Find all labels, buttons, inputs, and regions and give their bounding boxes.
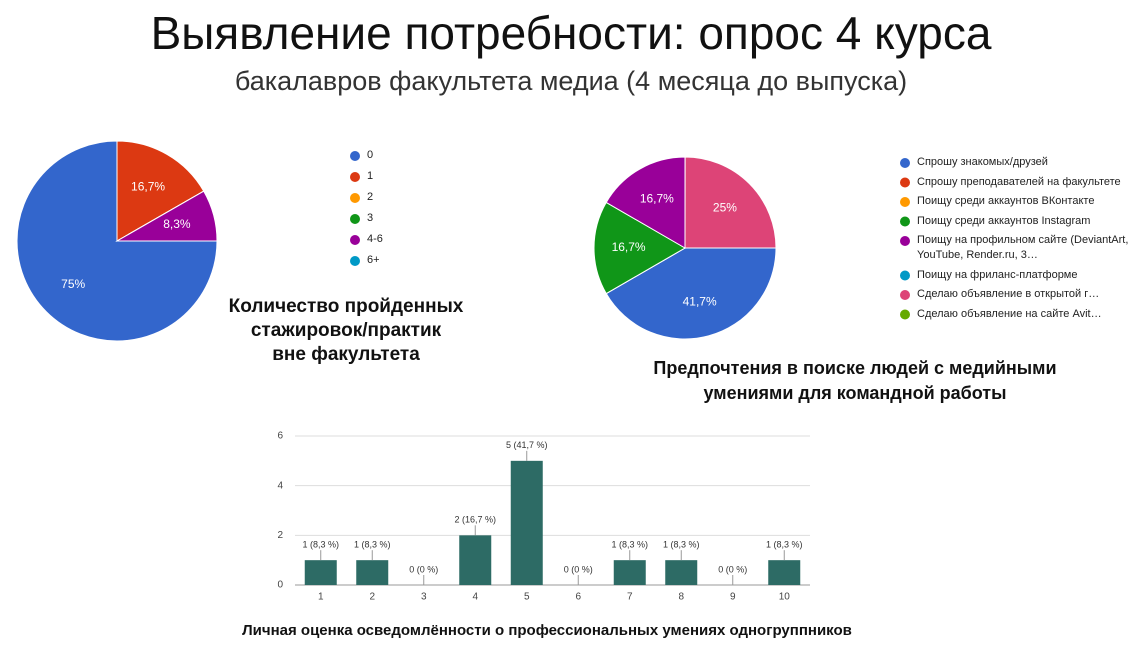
slice-label: 16,7% xyxy=(640,191,674,205)
legend-marker xyxy=(350,151,360,161)
value-label: 0 (0 %) xyxy=(564,564,593,574)
slice-label: 25% xyxy=(713,200,737,214)
pie-slice xyxy=(593,201,686,295)
legend-label: Поищу среди аккаунтов ВКонтакте xyxy=(917,195,1095,207)
legend-label: Сделаю объявление на сайте Avit… xyxy=(917,307,1102,320)
x-tick-label: 8 xyxy=(678,592,684,603)
legend-marker xyxy=(900,158,910,168)
legend-marker xyxy=(900,290,910,300)
legend-label: Сделаю объявление в открытой г… xyxy=(917,288,1100,300)
pie-slice xyxy=(116,140,205,242)
value-label: 0 (0 %) xyxy=(409,564,438,574)
chart-title: Количество пройденных xyxy=(228,296,464,317)
legend-label: 3 xyxy=(367,212,374,224)
y-tick-label: 0 xyxy=(277,580,283,591)
bar xyxy=(613,560,646,585)
chart-title: вне факультета xyxy=(272,344,420,365)
legend-marker xyxy=(350,193,360,203)
legend-marker xyxy=(350,256,360,266)
slide-subtitle: бакалавров факультета медиа (4 месяца до… xyxy=(234,66,908,96)
value-label: 1 (8,3 %) xyxy=(663,540,700,550)
x-tick-label: 10 xyxy=(779,592,791,603)
y-tick-label: 6 xyxy=(277,431,283,442)
value-label: 1 (8,3 %) xyxy=(766,540,803,550)
x-tick-label: 9 xyxy=(730,592,736,603)
legend-marker xyxy=(350,172,360,182)
chart-title: Личная оценка осведомлённости о професси… xyxy=(242,622,852,639)
value-label: 1 (8,3 %) xyxy=(611,540,648,550)
x-tick-label: 6 xyxy=(575,592,581,603)
legend-label: Поищу на профильном сайте (DeviantArt, Y… xyxy=(917,234,1129,261)
value-label: 5 (41,7 %) xyxy=(506,440,548,450)
legend-label: 0 xyxy=(367,149,374,161)
legend-label: Поищу среди аккаунтов Instagram xyxy=(917,214,1091,227)
pie-slice xyxy=(605,247,777,340)
legend-label: 2 xyxy=(367,191,374,203)
slice-label: 16,7% xyxy=(612,240,646,254)
value-label: 1 (8,3 %) xyxy=(354,540,391,550)
legend-label: Спрошу знакомых/друзей xyxy=(917,156,1048,168)
chart-title: Предпочтения в поиске людей с медийными xyxy=(653,358,1057,378)
bar xyxy=(665,560,698,585)
slice-label: 75% xyxy=(61,277,85,291)
legend-marker xyxy=(350,214,360,224)
slice-label: 16,7% xyxy=(131,180,165,194)
legend-label: 1 xyxy=(367,170,374,182)
y-tick-label: 4 xyxy=(277,480,283,491)
legend-marker xyxy=(900,177,910,188)
value-label: 1 (8,3 %) xyxy=(302,540,339,550)
legend-marker xyxy=(900,270,910,281)
value-label: 2 (16,7 %) xyxy=(454,515,496,525)
pie-slice xyxy=(684,156,777,249)
bar xyxy=(304,560,337,585)
chart-title: стажировок/практик xyxy=(250,320,442,341)
bar xyxy=(510,460,543,585)
slice-label: 41,7% xyxy=(683,295,717,309)
legend-label: 6+ xyxy=(367,254,380,266)
legend-label: Спрошу преподавателей на факультете xyxy=(917,175,1121,188)
x-tick-label: 4 xyxy=(472,592,478,603)
value-label: 0 (0 %) xyxy=(718,564,747,574)
legend-marker xyxy=(900,216,910,227)
legend-marker xyxy=(900,236,910,246)
bar xyxy=(768,560,801,585)
y-tick-label: 2 xyxy=(277,530,283,541)
legend-marker xyxy=(900,309,910,320)
legend-label: 4-6 xyxy=(367,233,383,245)
x-tick-label: 2 xyxy=(369,592,375,603)
pie-slice xyxy=(605,156,686,249)
x-tick-label: 7 xyxy=(627,592,633,603)
x-tick-label: 3 xyxy=(421,592,427,603)
legend-marker xyxy=(350,235,360,245)
bar xyxy=(356,560,389,585)
x-tick-label: 5 xyxy=(524,592,530,603)
x-tick-label: 1 xyxy=(318,592,324,603)
slide-title: Выявление потребности: опрос 4 курса xyxy=(150,7,992,59)
legend-label: Поищу на фриланс-платформе xyxy=(917,268,1078,281)
chart-title: умениями для командной работы xyxy=(703,383,1007,403)
bar xyxy=(459,535,492,585)
slice-label: 8,3% xyxy=(163,217,191,231)
legend-marker xyxy=(900,197,910,207)
